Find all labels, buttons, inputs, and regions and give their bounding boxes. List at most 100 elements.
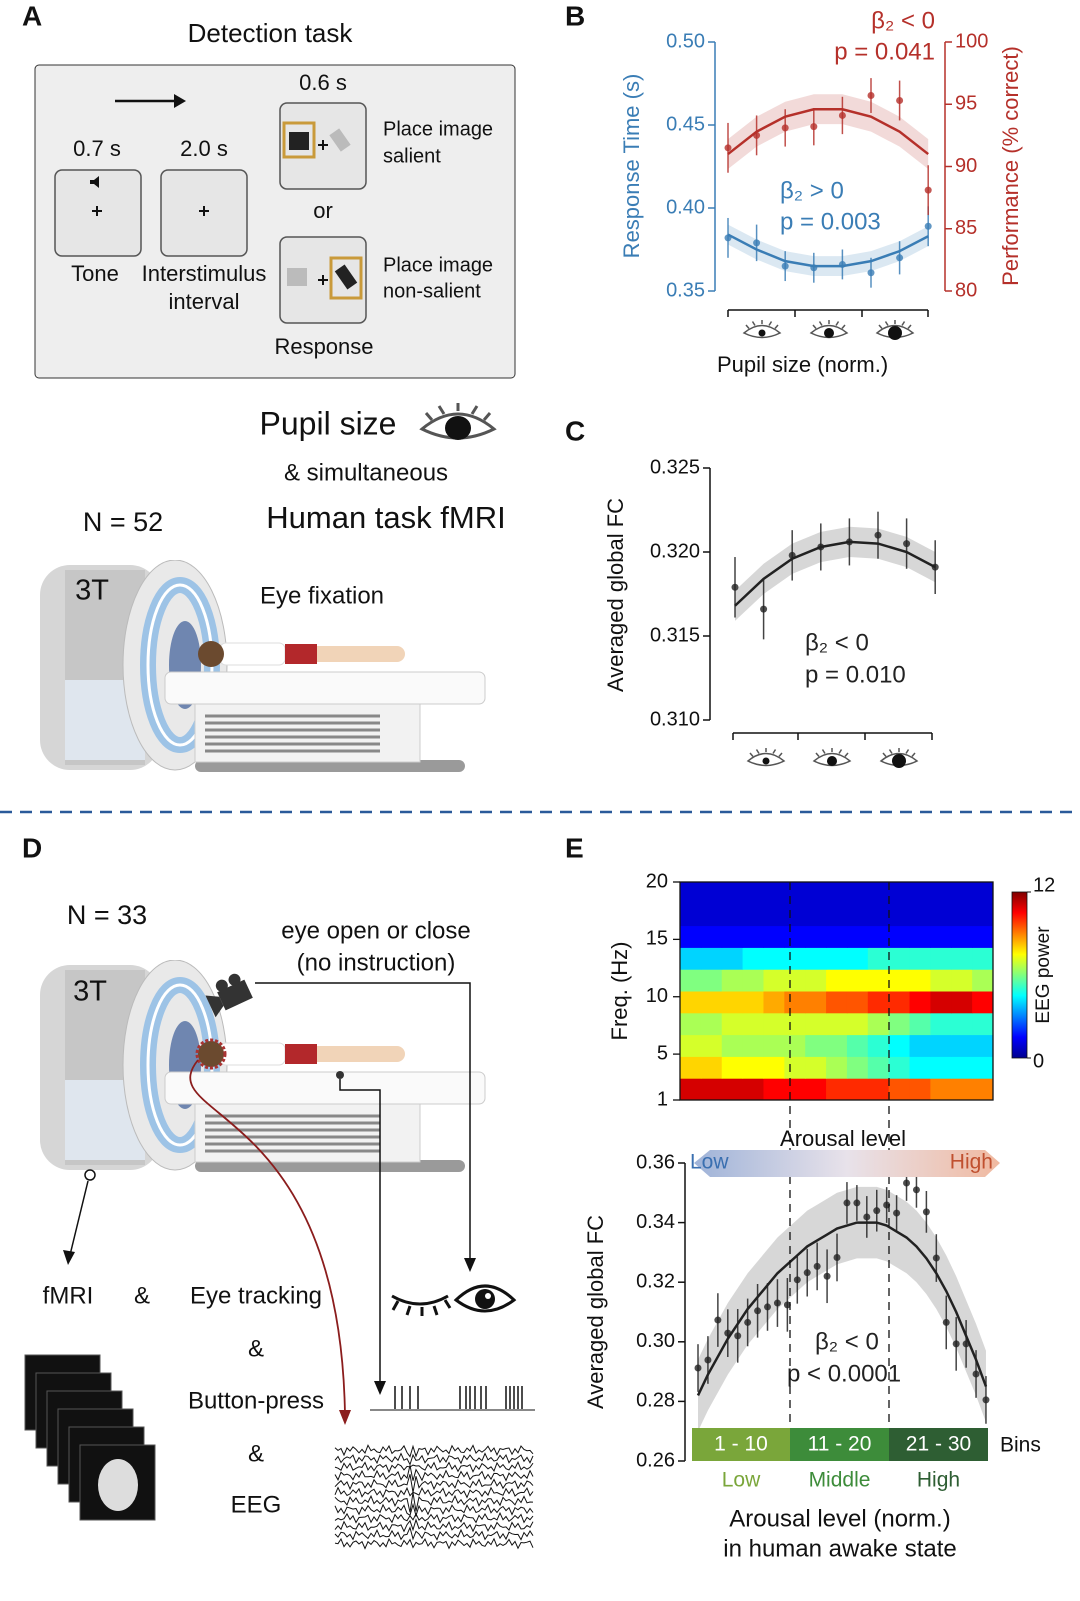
annotation: β₂ < 0: [815, 1328, 879, 1355]
data-point: [863, 1213, 871, 1221]
data-point: [823, 1272, 831, 1280]
data-point: [734, 1332, 742, 1340]
heat-cell: [700, 947, 723, 970]
or-label: or: [313, 198, 333, 223]
data-point: [924, 186, 932, 194]
step-label: interval: [169, 289, 240, 314]
heat-cell: [700, 882, 723, 905]
time-label: 0.7 s: [73, 136, 121, 161]
heat-cell: [700, 969, 723, 992]
y-tick-label: 0.30: [636, 1330, 675, 1352]
stim-label: Place image: [383, 254, 493, 276]
heat-cell: [721, 925, 744, 948]
phone-icon: [334, 264, 358, 290]
step-label: Interstimulus: [142, 261, 267, 286]
data-point: [903, 1179, 911, 1187]
pupil-axis-icons: [743, 320, 918, 768]
heat-cell: [784, 882, 806, 905]
y2-tick-label: 85: [955, 217, 977, 239]
time-label: 0.6 s: [299, 70, 347, 95]
colorbar: [1011, 891, 1028, 1059]
heat-cell: [951, 1012, 973, 1036]
colorbar-tick-label: 0: [1033, 1050, 1044, 1072]
fixation-label: Eye fixation: [260, 582, 384, 609]
heat-cell: [846, 925, 869, 948]
heat-cell: [846, 947, 869, 970]
heat-cell: [972, 882, 994, 905]
annotation: p = 0.003: [780, 208, 881, 235]
heat-cell: [742, 903, 764, 927]
heat-cell: [680, 1034, 702, 1057]
heat-cell: [763, 1012, 785, 1036]
connector: [69, 1180, 89, 1256]
heat-cell: [826, 903, 848, 927]
salient-frame: [282, 121, 316, 159]
y-tick-label: 0.34: [636, 1211, 675, 1233]
heat-cell: [951, 1078, 973, 1101]
data-point: [760, 605, 768, 613]
heat-cell: [909, 1056, 931, 1079]
heat-cell: [721, 1012, 744, 1036]
annotation: p < 0.0001: [787, 1360, 901, 1387]
y-tick-label: 0.50: [666, 30, 705, 52]
heat-cell: [846, 969, 869, 992]
bin-label: 11 - 20: [808, 1433, 872, 1456]
heat-cell: [784, 925, 806, 948]
heat-cell: [972, 991, 994, 1014]
heat-cell: [951, 991, 973, 1014]
modality-label: Eye tracking: [190, 1282, 322, 1309]
data-point: [764, 1303, 772, 1311]
heat-cell: [972, 947, 994, 970]
panel-label: E: [565, 832, 584, 863]
arousal-arrow: [694, 1150, 1000, 1177]
data-point: [893, 1209, 901, 1217]
fit-line: [734, 540, 936, 607]
y-tick-label: 0.35: [666, 279, 705, 301]
modality-label: fMRI: [43, 1282, 94, 1309]
heat-cell: [930, 969, 952, 992]
data-point: [972, 1370, 980, 1378]
stim-label: salient: [383, 145, 441, 167]
x-axis-title: in human awake state: [723, 1535, 956, 1562]
y-tick-label: 0.325: [650, 456, 700, 478]
heat-cell: [763, 925, 785, 948]
heat-cell: [742, 1012, 764, 1036]
heat-cell: [951, 882, 973, 905]
heat-cell: [721, 903, 744, 927]
data-point: [817, 543, 825, 551]
heat-cell: [680, 1056, 702, 1079]
annotation: p = 0.041: [834, 38, 935, 65]
time-label: 2.0 s: [180, 136, 228, 161]
fmri-label: Human task fMRI: [266, 500, 505, 535]
y-tick-label: 1: [657, 1088, 668, 1110]
heat-cell: [742, 991, 764, 1014]
heat-cell: [700, 925, 723, 948]
stim-label: non-salient: [383, 280, 481, 302]
heat-cell: [680, 1012, 702, 1036]
heat-cell: [700, 1034, 723, 1057]
heat-cell: [742, 1078, 764, 1101]
eeg-trace: [334, 1465, 534, 1482]
tesla-label: 3T: [75, 575, 109, 607]
closed-eye: [391, 1294, 452, 1316]
button: [336, 1071, 344, 1079]
heat-cell: [972, 1012, 994, 1036]
fit-band: [728, 224, 929, 277]
heat-cell: [909, 1034, 931, 1057]
annotation: β₂ < 0: [805, 629, 869, 656]
data-point: [810, 264, 818, 272]
heat-cell: [805, 882, 827, 905]
fit-line: [727, 107, 929, 156]
heat-cell: [846, 882, 869, 905]
heat-cell: [951, 903, 973, 927]
heat-cell: [784, 947, 806, 970]
heat-cell: [784, 1056, 806, 1079]
bin-level: Low: [722, 1469, 761, 1492]
heat-cell: [888, 947, 911, 970]
heat-cell: [700, 903, 723, 927]
heat-cell: [763, 882, 785, 905]
data-point: [781, 262, 789, 270]
heat-cell: [909, 903, 931, 927]
arrow-head: [464, 1258, 476, 1272]
heat-cell: [742, 1034, 764, 1057]
